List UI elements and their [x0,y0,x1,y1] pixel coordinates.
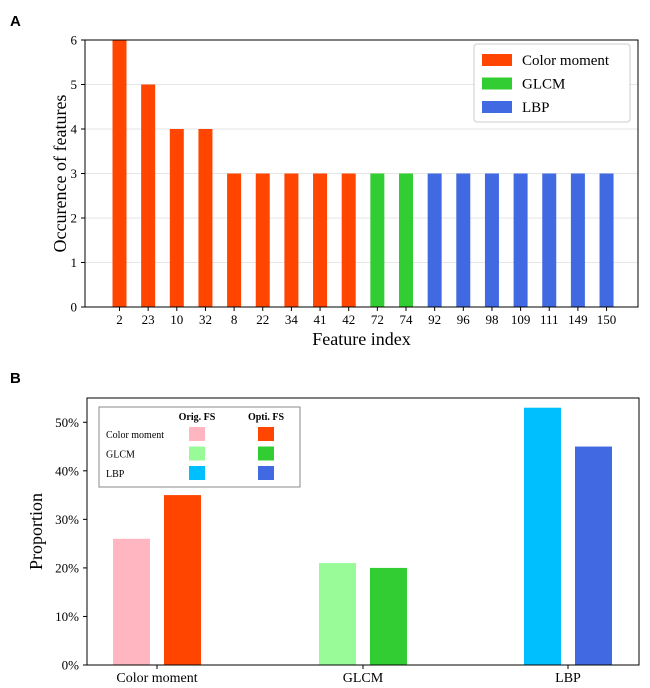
y-tick-label: 0% [62,658,80,673]
x-tick-label: 92 [428,312,441,327]
x-tick-label: GLCM [343,671,384,686]
x-tick-label: 41 [314,312,327,327]
y-tick-label: 5 [71,77,78,92]
legend-col-header: Orig. FS [179,412,216,423]
y-axis-label-a: Occurence of features [50,95,70,253]
legend-row-label: GLCM [106,450,135,461]
bar-orig-lbp [524,407,561,665]
y-tick-label: 20% [55,560,79,575]
bar-150 [599,173,614,307]
chart-a: A2 23 10 32 8 22 34 41 42 72 74 92 96 98 109 111 149 1500… [10,13,639,349]
x-tick-label: 109 [511,312,531,327]
bar-149 [570,173,585,307]
bar-23 [141,84,156,307]
x-tick-label: 32 [199,312,212,327]
x-tick-label: 149 [568,312,588,327]
legend-swatch-color-moment [482,54,512,66]
legend-swatch [258,427,274,441]
legend-row-label: LBP [106,469,125,480]
legend-label: GLCM [522,77,565,93]
y-tick-label: 0 [71,300,78,315]
x-tick-label: 34 [285,312,299,327]
y-tick-label: 50% [55,415,79,430]
x-tick-label: 72 [371,312,384,327]
bar-74 [399,173,413,307]
x-tick-label: 96 [457,312,471,327]
legend-swatch [258,466,274,480]
x-tick-label: 98 [485,312,498,327]
bar-10 [169,129,184,307]
chart-b: B Color moment GLCM LBP 0% 10% 20% 30% 40% 50% Pro… [10,370,640,686]
legend-label: LBP [522,100,550,116]
x-tick-label: 42 [342,312,355,327]
bar-orig-color-moment [113,538,150,665]
legend-a: Color moment GLCM LBP [473,43,631,123]
x-tick-label: 2 [116,312,123,327]
panel-label-a: A [10,13,21,30]
bar-opti-glcm [370,567,407,665]
x-axis-label-a: Feature index [312,329,410,349]
bar-96 [456,173,471,307]
bar-98 [484,173,499,307]
bar-opti-lbp [575,446,612,665]
legend-swatch-lbp [482,101,512,113]
x-tick-label: 10 [170,312,183,327]
legend-row-label: Color moment [106,430,164,441]
legend-b: Orig. FS Opti. FS Color moment GLCM LBP [98,406,301,488]
x-tick-label: 111 [540,312,559,327]
y-tick-label: 1 [71,255,78,270]
bar-72 [370,173,385,307]
legend-col-header: Opti. FS [248,412,285,423]
x-tick-label: 22 [256,312,269,327]
bar-42 [341,173,356,307]
bar-92 [427,173,442,307]
bar-111 [542,173,557,307]
y-tick-label: 4 [71,122,78,137]
x-tick-label: 74 [400,312,414,327]
legend-swatch [189,446,205,461]
bar-34 [284,173,299,307]
x-tick-label: LBP [555,671,581,686]
panel-label-b: B [10,370,21,387]
y-tick-label: 10% [55,609,79,624]
legend-label: Color moment [522,53,610,69]
bar-opti-color-moment [164,495,201,665]
legend-swatch-glcm [482,77,512,90]
plot-frame-b [86,397,640,666]
bar-32 [198,129,213,307]
y-tick-label: 6 [71,33,78,48]
y-axis-label-b: Proportion [26,493,46,570]
bar-22 [255,173,270,307]
bar-orig-glcm [319,563,356,665]
bar-41 [313,173,328,307]
legend-box-a [473,43,631,123]
bar-109 [513,173,528,307]
legend-swatch [189,466,205,480]
x-tick-label: 150 [597,312,617,327]
y-tick-label: 30% [55,512,79,527]
y-tick-label: 2 [71,211,78,226]
x-tick-label: 8 [231,312,238,327]
x-tick-label: Color moment [116,671,197,686]
legend-swatch [189,427,205,441]
bar-8 [227,173,242,307]
bar-2 [112,40,127,307]
x-tick-label: 23 [142,312,155,327]
y-tick-label: 3 [71,166,78,181]
y-tick-label: 40% [55,463,79,478]
legend-swatch [258,446,274,461]
